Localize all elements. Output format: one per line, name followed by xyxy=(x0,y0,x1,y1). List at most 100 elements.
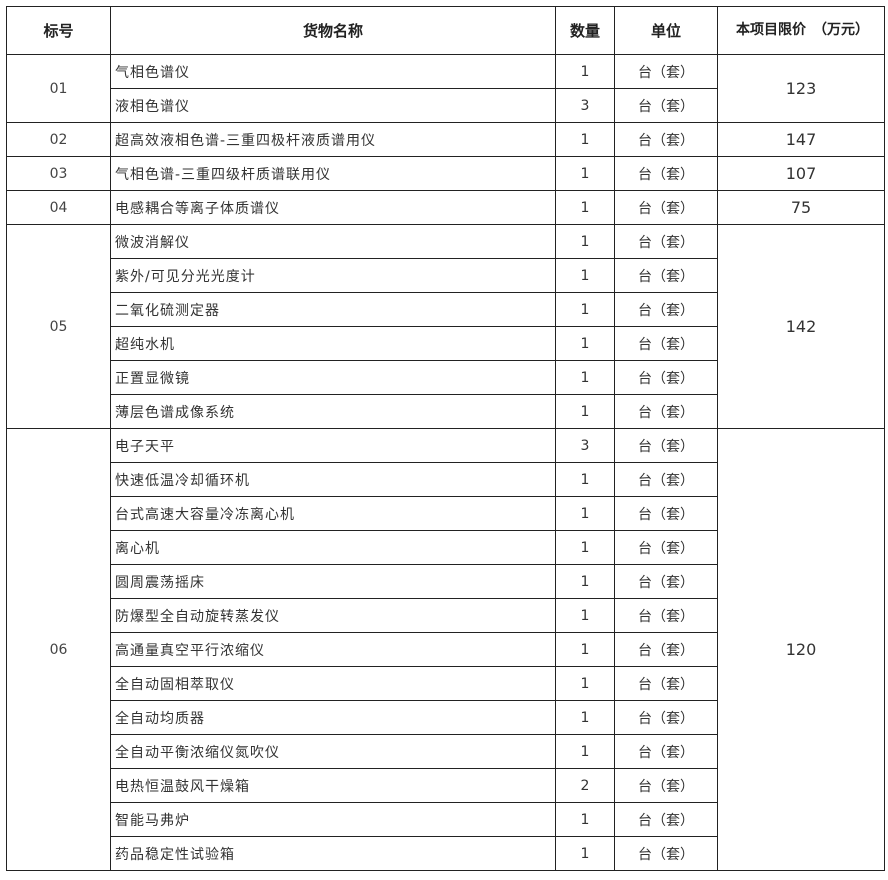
unit: 台（套） xyxy=(614,428,718,463)
table-row: 全自动固相萃取仪 1 台（套） xyxy=(7,666,885,701)
goods-name: 台式高速大容量冷冻离心机 xyxy=(110,496,556,531)
unit: 台（套） xyxy=(614,156,718,191)
goods-name: 电感耦合等离子体质谱仪 xyxy=(110,190,556,225)
table-row: 药品稳定性试验箱 1 台（套） xyxy=(7,836,885,871)
quantity: 3 xyxy=(555,88,615,123)
goods-price-table: 标号 货物名称 数量 单位 本项目限价 （万元） 01 气相色谱仪 1 台（套） 123… xyxy=(6,6,885,871)
unit: 台（套） xyxy=(614,802,718,837)
quantity: 1 xyxy=(555,360,615,395)
quantity: 1 xyxy=(555,802,615,837)
quantity: 1 xyxy=(555,564,615,599)
lot-number: 02 xyxy=(6,122,111,157)
header-row: 标号 货物名称 数量 单位 本项目限价 （万元） xyxy=(6,6,885,55)
quantity: 1 xyxy=(555,734,615,769)
goods-name: 全自动均质器 xyxy=(110,700,556,735)
unit: 台（套） xyxy=(614,292,718,327)
goods-name: 液相色谱仪 xyxy=(110,88,556,123)
price-limit: 123 xyxy=(717,54,885,123)
unit: 台（套） xyxy=(614,54,718,89)
price-limit: 142 xyxy=(717,224,885,429)
quantity: 1 xyxy=(555,326,615,361)
quantity: 1 xyxy=(555,190,615,225)
unit: 台（套） xyxy=(614,768,718,803)
unit: 台（套） xyxy=(614,360,718,395)
quantity: 1 xyxy=(555,394,615,429)
price-limit: 120 xyxy=(717,428,885,871)
table-row: 智能马弗炉 1 台（套） xyxy=(7,802,885,837)
goods-name: 离心机 xyxy=(110,530,556,565)
lot-number: 06 xyxy=(6,428,111,871)
goods-name: 紫外/可见分光光度计 xyxy=(110,258,556,293)
quantity: 1 xyxy=(555,666,615,701)
quantity: 1 xyxy=(555,224,615,259)
unit: 台（套） xyxy=(614,258,718,293)
unit: 台（套） xyxy=(614,122,718,157)
price-limit: 147 xyxy=(717,122,885,157)
quantity: 1 xyxy=(555,54,615,89)
quantity: 1 xyxy=(555,632,615,667)
header-qty: 数量 xyxy=(555,6,615,55)
quantity: 1 xyxy=(555,836,615,871)
goods-name: 全自动固相萃取仪 xyxy=(110,666,556,701)
unit: 台（套） xyxy=(614,394,718,429)
unit: 台（套） xyxy=(614,734,718,769)
unit: 台（套） xyxy=(614,326,718,361)
unit: 台（套） xyxy=(614,666,718,701)
quantity: 1 xyxy=(555,700,615,735)
goods-name: 气相色谱仪 xyxy=(110,54,556,89)
table-row: 全自动均质器 1 台（套） xyxy=(7,700,885,735)
goods-name: 微波消解仪 xyxy=(110,224,556,259)
quantity: 1 xyxy=(555,156,615,191)
table-row: 05 微波消解仪 1 台（套） 142 xyxy=(6,224,885,429)
lot-number: 04 xyxy=(6,190,111,225)
table-row: 防爆型全自动旋转蒸发仪 1 台（套） xyxy=(7,598,885,633)
goods-name: 气相色谱-三重四级杆质谱联用仪 xyxy=(110,156,556,191)
header-unit: 单位 xyxy=(614,6,718,55)
table-row: 02 超高效液相色谱-三重四极杆液质谱用仪 1 台（套） 147 xyxy=(6,122,885,157)
goods-name: 全自动平衡浓缩仪氮吹仪 xyxy=(110,734,556,769)
table-row: 正置显微镜 1 台（套） xyxy=(7,360,885,395)
unit: 台（套） xyxy=(614,564,718,599)
lot-number: 01 xyxy=(6,54,111,123)
goods-name: 薄层色谱成像系统 xyxy=(110,394,556,429)
unit: 台（套） xyxy=(614,530,718,565)
table-row: 01 气相色谱仪 1 台（套） 123 xyxy=(6,54,885,123)
header-name: 货物名称 xyxy=(110,6,556,55)
quantity: 3 xyxy=(555,428,615,463)
table-row: 台式高速大容量冷冻离心机 1 台（套） xyxy=(7,496,885,531)
table-row: 03 气相色谱-三重四级杆质谱联用仪 1 台（套） 107 xyxy=(6,156,885,191)
table-row: 二氧化硫测定器 1 台（套） xyxy=(7,292,885,327)
header-price: 本项目限价 （万元） xyxy=(717,6,885,55)
quantity: 1 xyxy=(555,530,615,565)
price-limit: 75 xyxy=(717,190,885,225)
quantity: 1 xyxy=(555,292,615,327)
goods-name: 高通量真空平行浓缩仪 xyxy=(110,632,556,667)
quantity: 1 xyxy=(555,258,615,293)
unit: 台（套） xyxy=(614,88,718,123)
unit: 台（套） xyxy=(614,836,718,871)
goods-name: 快速低温冷却循环机 xyxy=(110,462,556,497)
price-limit: 107 xyxy=(717,156,885,191)
goods-name: 二氧化硫测定器 xyxy=(110,292,556,327)
quantity: 1 xyxy=(555,462,615,497)
table-body: 01 气相色谱仪 1 台（套） 123 液相色谱仪 3 台（套） 02 超高效液相色谱-三重四极杆… xyxy=(6,54,885,871)
goods-name: 智能马弗炉 xyxy=(110,802,556,837)
goods-name: 药品稳定性试验箱 xyxy=(110,836,556,871)
quantity: 1 xyxy=(555,496,615,531)
lot-number: 05 xyxy=(6,224,111,429)
lot-number: 03 xyxy=(6,156,111,191)
table-row: 离心机 1 台（套） xyxy=(7,530,885,565)
goods-name: 超高效液相色谱-三重四极杆液质谱用仪 xyxy=(110,122,556,157)
goods-name: 电子天平 xyxy=(110,428,556,463)
header-id: 标号 xyxy=(6,6,111,55)
table-row: 电热恒温鼓风干燥箱 2 台（套） xyxy=(7,768,885,803)
unit: 台（套） xyxy=(614,224,718,259)
goods-name: 防爆型全自动旋转蒸发仪 xyxy=(110,598,556,633)
unit: 台（套） xyxy=(614,598,718,633)
quantity: 1 xyxy=(555,598,615,633)
unit: 台（套） xyxy=(614,190,718,225)
goods-name: 正置显微镜 xyxy=(110,360,556,395)
unit: 台（套） xyxy=(614,632,718,667)
table-row: 06 电子天平 3 台（套） 120 xyxy=(6,428,885,871)
table-row: 04 电感耦合等离子体质谱仪 1 台（套） 75 xyxy=(6,190,885,225)
